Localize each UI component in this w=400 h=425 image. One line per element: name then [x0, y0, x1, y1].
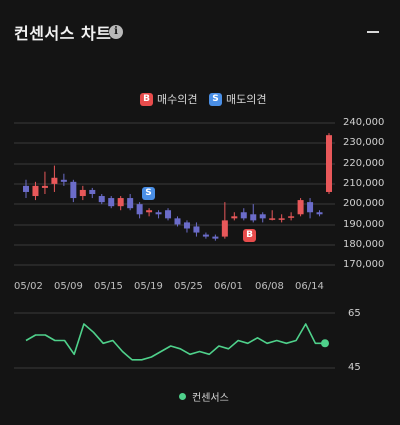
candle-body	[108, 198, 115, 207]
date-tick: 05/19	[134, 281, 163, 292]
candle-body	[240, 212, 247, 219]
date-tick: 06/08	[255, 281, 284, 292]
candle-body	[79, 189, 86, 197]
date-tick: 05/09	[54, 281, 83, 292]
price-tick: 180,000	[343, 239, 385, 250]
candle-body	[146, 210, 153, 213]
candle-body	[89, 189, 96, 194]
candle-body	[98, 196, 105, 203]
price-tick: 200,000	[343, 198, 385, 209]
candle-body	[174, 218, 181, 225]
price-tick: 170,000	[343, 259, 385, 270]
candle-body	[193, 226, 200, 233]
date-tick: 05/25	[174, 281, 203, 292]
legend-sell-label: 매도의견	[226, 93, 267, 106]
legend-sell: S 매도의견	[209, 91, 266, 107]
price-tick: 240,000	[343, 117, 385, 128]
candle-body	[41, 185, 48, 188]
chart-header: 컨센서스 차트 i	[0, 0, 400, 62]
candle-body	[23, 185, 29, 192]
candle-body	[165, 210, 172, 219]
date-tick: 06/01	[214, 281, 243, 292]
consensus-tick: 45	[348, 362, 361, 373]
candle-body	[127, 198, 134, 209]
chart-title: 컨센서스 차트	[14, 24, 112, 43]
candle-body	[307, 202, 314, 213]
consensus-legend-label: 컨센서스	[192, 393, 229, 404]
consensus-line	[25, 323, 325, 361]
consensus-dot-icon	[179, 393, 186, 400]
date-tick: 05/02	[14, 281, 43, 292]
date-tick: 05/15	[94, 281, 123, 292]
sell-signal-marker[interactable]: S	[142, 187, 155, 200]
candle-body	[60, 179, 67, 182]
consensus-end-point	[321, 339, 329, 348]
signal-legend: B 매수의견 S 매도의견	[0, 91, 400, 107]
candle-body	[316, 212, 323, 215]
candle-body	[117, 198, 124, 207]
price-tick: 190,000	[343, 219, 385, 230]
candle-body	[288, 216, 295, 218]
price-tick: 210,000	[343, 178, 385, 189]
price-tick: 230,000	[343, 137, 385, 148]
buy-badge-icon: B	[140, 92, 153, 106]
candle-body	[269, 218, 276, 220]
minus-icon[interactable]	[367, 31, 379, 33]
candle-body	[221, 220, 228, 237]
candle-body	[136, 204, 143, 215]
candle-body	[70, 181, 77, 199]
date-tick: 06/14	[295, 281, 324, 292]
buy-signal-marker[interactable]: B	[243, 229, 256, 242]
legend-buy-label: 매수의견	[157, 93, 198, 106]
candle-body	[51, 177, 58, 184]
candle-body	[231, 216, 238, 219]
candle-body	[212, 236, 219, 239]
legend-buy: B 매수의견	[140, 91, 197, 107]
sell-badge-icon: S	[209, 92, 222, 106]
candle-body	[278, 218, 285, 220]
candle-body	[326, 135, 332, 192]
candle-body	[32, 185, 39, 197]
consensus-tick: 65	[348, 308, 361, 319]
price-tick: 220,000	[343, 158, 385, 169]
consensus-legend: 컨센서스	[179, 389, 229, 404]
candle-body	[183, 222, 190, 229]
candle-body	[250, 214, 257, 221]
info-icon[interactable]: i	[109, 25, 123, 39]
candle-body	[155, 212, 162, 215]
candle-body	[259, 214, 266, 219]
candle-body	[202, 234, 209, 237]
candle-body	[297, 200, 304, 215]
